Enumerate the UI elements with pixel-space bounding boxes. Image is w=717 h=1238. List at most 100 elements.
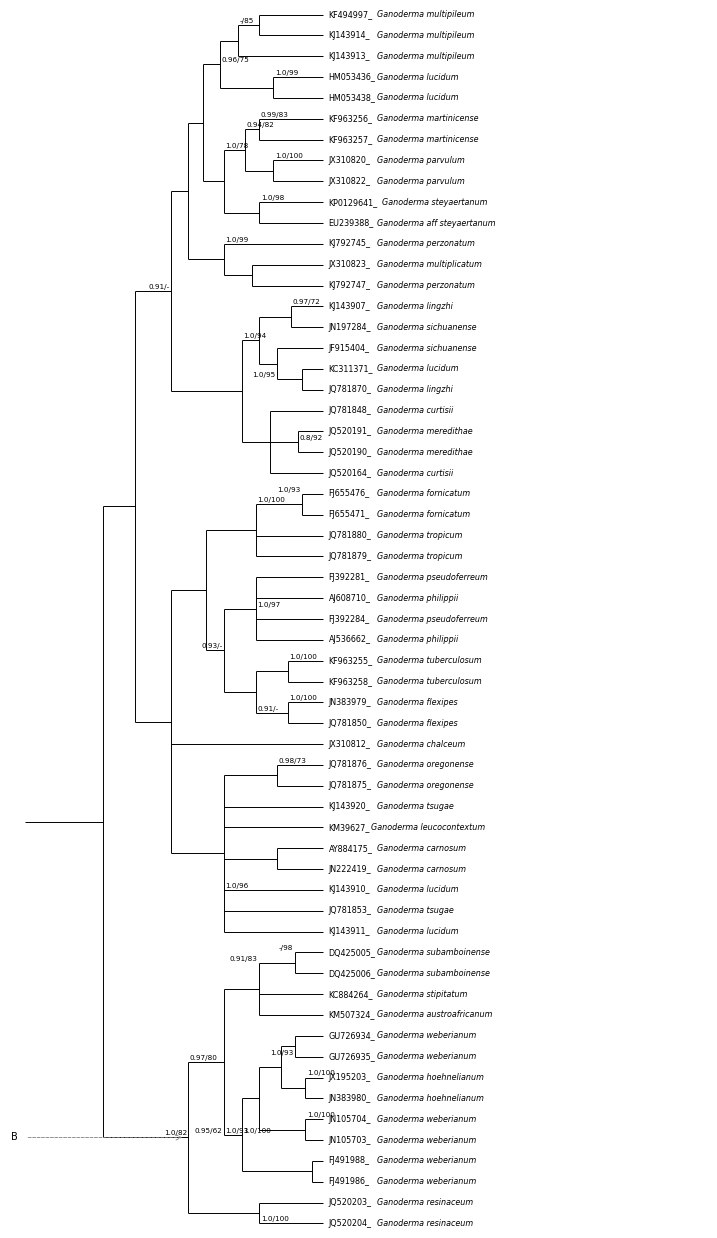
Text: JQ520203_: JQ520203_ <box>328 1198 371 1207</box>
Text: FJ491988_: FJ491988_ <box>328 1156 370 1165</box>
Text: Ganoderma tropicum: Ganoderma tropicum <box>377 552 462 561</box>
Text: Ganoderma hoehnelianum: Ganoderma hoehnelianum <box>377 1094 484 1103</box>
Text: 0.93/-: 0.93/- <box>201 644 222 649</box>
Text: 1.0/95: 1.0/95 <box>252 373 275 379</box>
Text: 1.0/99: 1.0/99 <box>225 236 249 243</box>
Text: 0.99/83: 0.99/83 <box>261 111 288 118</box>
Text: 1.0/78: 1.0/78 <box>225 144 249 149</box>
Text: JQ520190_: JQ520190_ <box>328 448 371 457</box>
Text: JQ781848_: JQ781848_ <box>328 406 371 415</box>
Text: Ganoderma weberianum: Ganoderma weberianum <box>377 1135 476 1145</box>
Text: DQ425006_: DQ425006_ <box>328 969 376 978</box>
Text: KC884264_: KC884264_ <box>328 989 374 999</box>
Text: Ganoderma tsugae: Ganoderma tsugae <box>377 906 454 915</box>
Text: GU726935_: GU726935_ <box>328 1052 376 1061</box>
Text: Ganoderma flexipes: Ganoderma flexipes <box>377 698 457 707</box>
Text: JN105704_: JN105704_ <box>328 1114 371 1124</box>
Text: 1.0/97: 1.0/97 <box>257 602 280 608</box>
Text: FJ491986_: FJ491986_ <box>328 1177 370 1186</box>
Text: JX195203_: JX195203_ <box>328 1073 371 1082</box>
Text: KP0129641_: KP0129641_ <box>328 198 378 207</box>
Text: 1.0/82: 1.0/82 <box>163 1130 187 1136</box>
Text: Ganoderma hoehnelianum: Ganoderma hoehnelianum <box>377 1073 484 1082</box>
Text: Ganoderma sichuanense: Ganoderma sichuanense <box>377 344 476 353</box>
Text: FJ655476_: FJ655476_ <box>328 489 370 499</box>
Text: KJ143911_: KJ143911_ <box>328 927 370 936</box>
Text: Ganoderma perzonatum: Ganoderma perzonatum <box>377 239 475 249</box>
Text: KF963257_: KF963257_ <box>328 135 373 144</box>
Text: JN197284_: JN197284_ <box>328 323 371 332</box>
Text: Ganoderma multipileum: Ganoderma multipileum <box>377 31 474 40</box>
Text: KJ143914_: KJ143914_ <box>328 31 370 40</box>
Text: 1.0/100: 1.0/100 <box>307 1112 335 1118</box>
Text: JQ520191_: JQ520191_ <box>328 427 371 436</box>
Text: KM39627_: KM39627_ <box>328 823 370 832</box>
Text: 0.91/83: 0.91/83 <box>230 956 258 962</box>
Text: Ganoderma carnosum: Ganoderma carnosum <box>377 844 466 853</box>
Text: Ganoderma carnosum: Ganoderma carnosum <box>377 864 466 874</box>
Text: JX310822_: JX310822_ <box>328 177 371 186</box>
Text: Ganoderma austroafricanum: Ganoderma austroafricanum <box>377 1010 492 1020</box>
Text: EU239388_: EU239388_ <box>328 218 374 228</box>
Text: JN105703_: JN105703_ <box>328 1135 371 1145</box>
Text: JQ781879_: JQ781879_ <box>328 552 371 561</box>
Text: Ganoderma oregonense: Ganoderma oregonense <box>377 781 473 790</box>
Text: JN383979_: JN383979_ <box>328 698 371 707</box>
Text: 0.94/82: 0.94/82 <box>247 123 275 129</box>
Text: Ganoderma oregonense: Ganoderma oregonense <box>377 760 473 769</box>
Text: 0.97/80: 0.97/80 <box>190 1055 218 1061</box>
Text: 0.96/75: 0.96/75 <box>222 57 250 63</box>
Text: 1.0/100: 1.0/100 <box>261 1217 288 1222</box>
Text: JQ781853_: JQ781853_ <box>328 906 371 915</box>
Text: KF963258_: KF963258_ <box>328 677 373 686</box>
Text: Ganoderma sichuanense: Ganoderma sichuanense <box>377 323 476 332</box>
Text: KJ143920_: KJ143920_ <box>328 802 371 811</box>
Text: Ganoderma weberianum: Ganoderma weberianum <box>377 1052 476 1061</box>
Text: Ganoderma philippii: Ganoderma philippii <box>377 594 458 603</box>
Text: HM053436_: HM053436_ <box>328 73 376 82</box>
Text: FJ392284_: FJ392284_ <box>328 614 370 624</box>
Text: AJ536662_: AJ536662_ <box>328 635 371 644</box>
Text: Ganoderma parvulum: Ganoderma parvulum <box>377 177 465 186</box>
Text: 1.0/99: 1.0/99 <box>275 71 298 76</box>
Text: Ganoderma lingzhi: Ganoderma lingzhi <box>377 385 452 394</box>
Text: Ganoderma lucidum: Ganoderma lucidum <box>377 885 458 894</box>
Text: 0.95/62: 0.95/62 <box>194 1128 222 1134</box>
Text: 0.98/73: 0.98/73 <box>278 758 306 764</box>
Text: Ganoderma meredithae: Ganoderma meredithae <box>377 448 473 457</box>
Text: Ganoderma weberianum: Ganoderma weberianum <box>377 1031 476 1040</box>
Text: Ganoderma subamboinense: Ganoderma subamboinense <box>377 969 490 978</box>
Text: KF963255_: KF963255_ <box>328 656 373 665</box>
Text: Ganoderma flexipes: Ganoderma flexipes <box>377 719 457 728</box>
Text: Ganoderma steyaertanum: Ganoderma steyaertanum <box>382 198 488 207</box>
Text: JX310823_: JX310823_ <box>328 260 371 269</box>
Text: Ganoderma fornicatum: Ganoderma fornicatum <box>377 489 470 499</box>
Text: AJ608710_: AJ608710_ <box>328 594 371 603</box>
Text: Ganoderma pseudoferreum: Ganoderma pseudoferreum <box>377 573 488 582</box>
Text: KF494997_: KF494997_ <box>328 10 373 19</box>
Text: DQ425005_: DQ425005_ <box>328 948 376 957</box>
Text: JF915404_: JF915404_ <box>328 344 370 353</box>
Text: KJ792745_: KJ792745_ <box>328 239 371 249</box>
Text: Ganoderma curtisii: Ganoderma curtisii <box>377 469 453 478</box>
Text: Ganoderma multiplicatum: Ganoderma multiplicatum <box>377 260 482 269</box>
Text: Ganoderma tsugae: Ganoderma tsugae <box>377 802 454 811</box>
Text: JQ520164_: JQ520164_ <box>328 469 371 478</box>
Text: Ganoderma resinaceum: Ganoderma resinaceum <box>377 1198 473 1207</box>
Text: Ganoderma weberianum: Ganoderma weberianum <box>377 1114 476 1124</box>
Text: Ganoderma curtisii: Ganoderma curtisii <box>377 406 453 415</box>
Text: 0.97/72: 0.97/72 <box>293 300 320 306</box>
Text: 1.0/98: 1.0/98 <box>261 196 284 201</box>
Text: JQ781876_: JQ781876_ <box>328 760 371 769</box>
Text: Ganoderma lucidum: Ganoderma lucidum <box>377 73 458 82</box>
Text: 1.0/100: 1.0/100 <box>289 696 317 701</box>
Text: Ganoderma multipileum: Ganoderma multipileum <box>377 52 474 61</box>
Text: 1.0/96: 1.0/96 <box>225 883 249 889</box>
Text: 1.0/100: 1.0/100 <box>289 654 317 660</box>
Text: B: B <box>11 1133 18 1143</box>
Text: Ganoderma perzonatum: Ganoderma perzonatum <box>377 281 475 290</box>
Text: AY884175_: AY884175_ <box>328 844 373 853</box>
Text: JQ781875_: JQ781875_ <box>328 781 371 790</box>
Text: 1.0/100: 1.0/100 <box>275 154 303 160</box>
Text: KM507324_: KM507324_ <box>328 1010 375 1020</box>
